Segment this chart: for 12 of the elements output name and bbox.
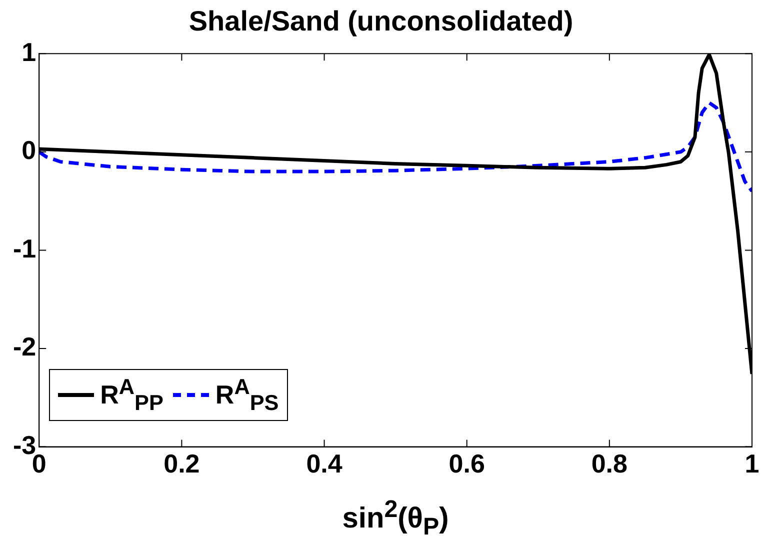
x-tick-label: 0.8 bbox=[591, 448, 628, 479]
y-tick-label: 1 bbox=[22, 36, 36, 67]
x-tick-label: 0.4 bbox=[306, 448, 343, 479]
y-tick-label: 0 bbox=[22, 135, 36, 166]
x-tick-label: 0.2 bbox=[164, 448, 200, 479]
x-axis-title: sin$^{2}$(θ$_{P}$) bbox=[341, 495, 450, 542]
chart-title: Shale/Sand (unconsolidated) bbox=[188, 6, 574, 37]
y-tick-label: -2 bbox=[12, 332, 36, 362]
x-tick-label: 0.6 bbox=[448, 448, 485, 479]
line-series bbox=[39, 101, 752, 193]
x-tick-label: 1 bbox=[744, 448, 760, 479]
y-tick-label: -1 bbox=[12, 233, 36, 264]
